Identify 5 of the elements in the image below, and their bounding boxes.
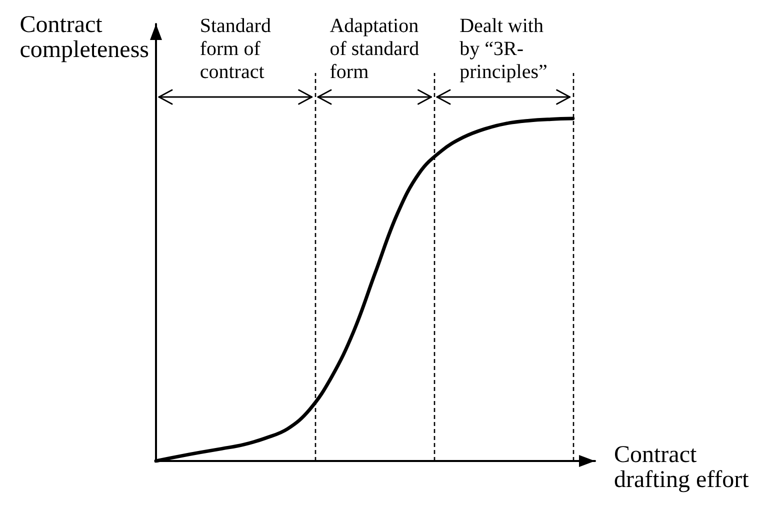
text: Adaptation of standard form [330, 15, 420, 84]
text: Standard form of contract [200, 15, 271, 84]
text: Dealt with by “3R-principles” [460, 15, 548, 84]
x-axis-title: Contract drafting effort [614, 442, 749, 492]
y-axis-title: Contract completeness [20, 12, 149, 63]
